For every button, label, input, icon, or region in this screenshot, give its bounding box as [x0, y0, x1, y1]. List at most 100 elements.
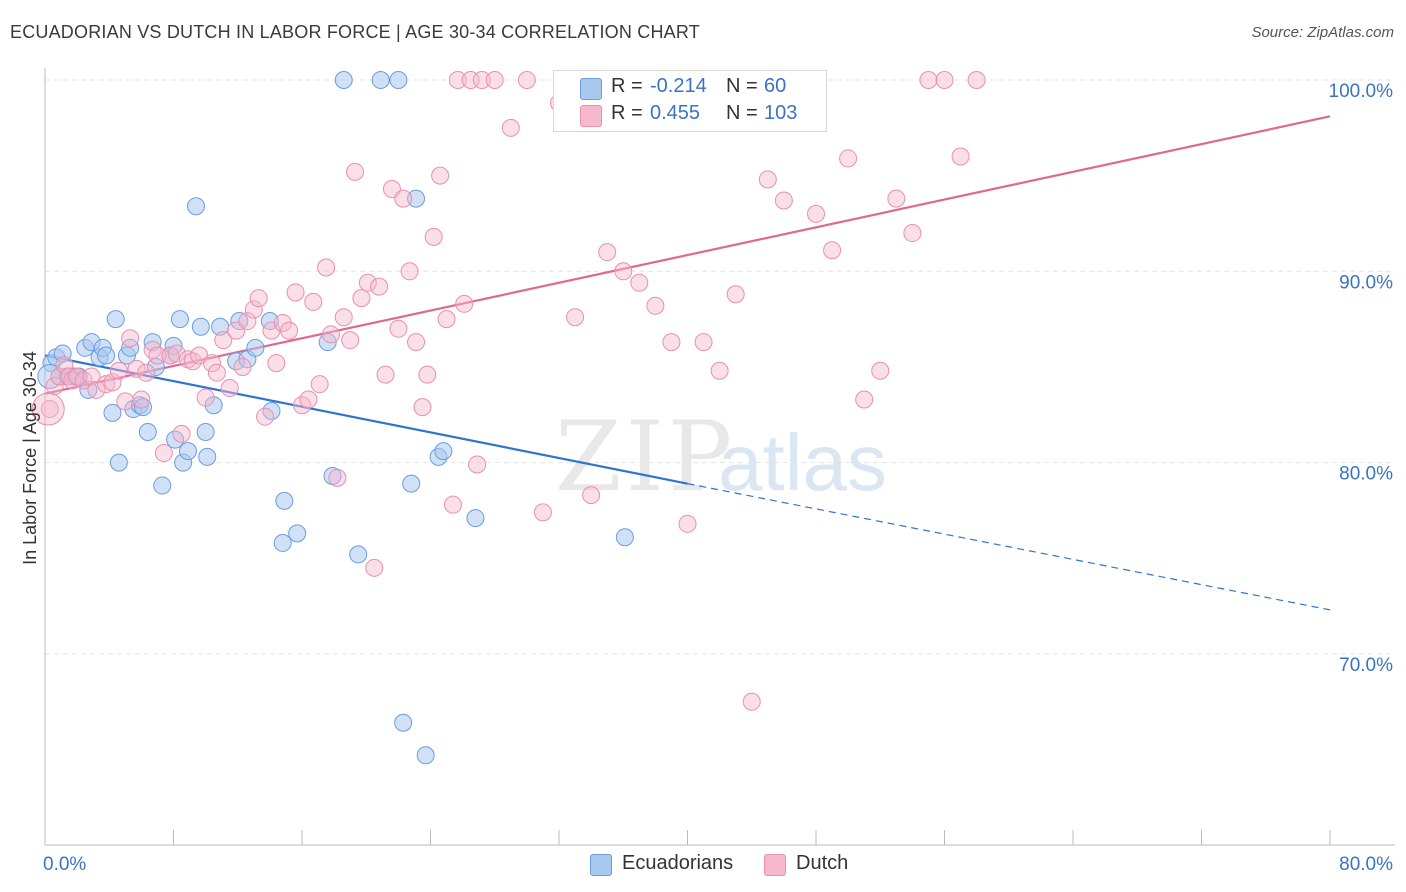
- dutch-point: [413, 398, 432, 417]
- dutch-point: [109, 361, 128, 380]
- watermark-atlas: atlas: [718, 418, 887, 507]
- dutch-point: [919, 71, 938, 89]
- ecuadorians-point: [103, 403, 122, 422]
- dutch-point: [40, 400, 59, 419]
- dutch-point: [365, 558, 384, 577]
- dutch-point: [370, 277, 389, 296]
- dutch-legend-label: Dutch: [796, 852, 849, 874]
- dutch-point: [967, 71, 986, 89]
- ecuadorians-point: [246, 338, 265, 357]
- ecuadorians-point: [37, 364, 63, 390]
- dutch-point: [823, 241, 842, 260]
- ecuadorians-trend-line: [44, 354, 688, 485]
- source-label: Source: ZipAtlas.com: [1251, 24, 1394, 41]
- ecuadorians-point: [53, 344, 72, 363]
- dutch-point: [431, 166, 450, 185]
- dutch-point: [148, 346, 167, 365]
- dutch-point: [726, 285, 745, 304]
- dutch-point: [249, 289, 268, 308]
- dutch-point: [256, 407, 275, 426]
- dutch-point: [903, 224, 922, 243]
- dutch-points: [31, 71, 986, 711]
- dutch-point: [55, 356, 74, 375]
- dutch-point: [167, 344, 186, 363]
- ecuadorians-legend-swatch: [590, 854, 612, 876]
- dutch-point: [694, 333, 713, 352]
- dutch-point: [207, 363, 226, 382]
- dutch-point: [358, 273, 377, 292]
- ecuadorians-point: [615, 528, 634, 547]
- r-label: R =: [611, 102, 643, 124]
- n-value: 60: [764, 75, 787, 97]
- dutch-trend-line: [44, 115, 1331, 395]
- dutch-point: [662, 333, 681, 352]
- ecuadorians-point: [153, 476, 172, 495]
- y-tick-label: 80.0%: [1339, 464, 1393, 485]
- dutch-point: [31, 392, 65, 426]
- ecuadorians-point: [138, 422, 157, 441]
- dutch-point: [137, 363, 156, 382]
- dutch-point: [437, 310, 456, 329]
- dutch-point: [758, 170, 777, 189]
- dutch-point: [127, 359, 146, 378]
- ecuadorians-point: [434, 442, 453, 461]
- dutch-point: [304, 292, 323, 311]
- r-label: R =: [611, 75, 643, 97]
- tick-labels: 70.0% 80.0% 90.0% 100.0% 0.0% 80.0%: [43, 81, 1393, 875]
- dutch-point: [238, 312, 257, 331]
- watermark: ZIP atlas: [555, 401, 887, 513]
- dutch-swatch: [580, 105, 602, 127]
- ecuadorians-point: [466, 509, 485, 528]
- dutch-point: [485, 71, 504, 89]
- ecuadorians-point: [146, 357, 165, 376]
- dutch-point: [774, 191, 793, 210]
- dutch-point: [299, 390, 318, 409]
- dutch-point: [501, 118, 520, 137]
- dutch-point: [346, 162, 365, 181]
- stats-legend: R = -0.214 N = 60 R = 0.455 N = 103: [553, 70, 827, 132]
- dutch-point: [424, 227, 443, 246]
- ecuadorians-point: [273, 533, 292, 552]
- dutch-point: [286, 283, 305, 302]
- dutch-point: [400, 262, 419, 281]
- dutch-point: [352, 289, 371, 308]
- r-value: 0.455: [650, 102, 701, 124]
- ecuadorians-point: [97, 346, 116, 365]
- ecuadorians-point: [288, 524, 307, 543]
- watermark-zip: ZIP: [555, 401, 736, 513]
- y-tick-label: 90.0%: [1339, 272, 1393, 293]
- dutch-point: [196, 388, 215, 407]
- ecuadorians-point: [275, 491, 294, 510]
- dutch-point: [273, 313, 292, 332]
- ecuadorians-point: [394, 713, 413, 732]
- dutch-point: [132, 390, 151, 409]
- dutch-point: [214, 331, 233, 350]
- dutch-point: [220, 378, 239, 397]
- dutch-point: [935, 71, 954, 89]
- dutch-point: [103, 373, 122, 392]
- grid-lines: [45, 79, 1395, 655]
- dutch-point: [614, 262, 633, 281]
- legend-row-ecuadorians: R = -0.214 N = 60: [554, 74, 826, 102]
- dutch-point: [582, 486, 601, 505]
- dutch-point: [267, 354, 286, 373]
- n-label: N =: [726, 102, 758, 124]
- ecuadorians-point: [371, 71, 390, 89]
- dutch-point: [310, 375, 329, 394]
- dutch-point: [116, 392, 135, 411]
- dutch-point: [951, 147, 970, 166]
- dutch-point: [341, 331, 360, 350]
- dutch-point: [394, 189, 413, 208]
- dutch-point: [334, 308, 353, 327]
- y-axis-label: In Labor Force | Age 30-34: [20, 351, 40, 565]
- dutch-point: [203, 354, 222, 373]
- dutch-point: [598, 243, 617, 262]
- ecuadorians-point: [143, 333, 162, 352]
- dutch-point: [887, 189, 906, 208]
- dutch-point: [871, 361, 890, 380]
- ecuadorians-point: [186, 197, 205, 216]
- dutch-point: [121, 329, 140, 348]
- r-value: -0.214: [650, 75, 707, 97]
- ecuadorians-point: [191, 317, 210, 336]
